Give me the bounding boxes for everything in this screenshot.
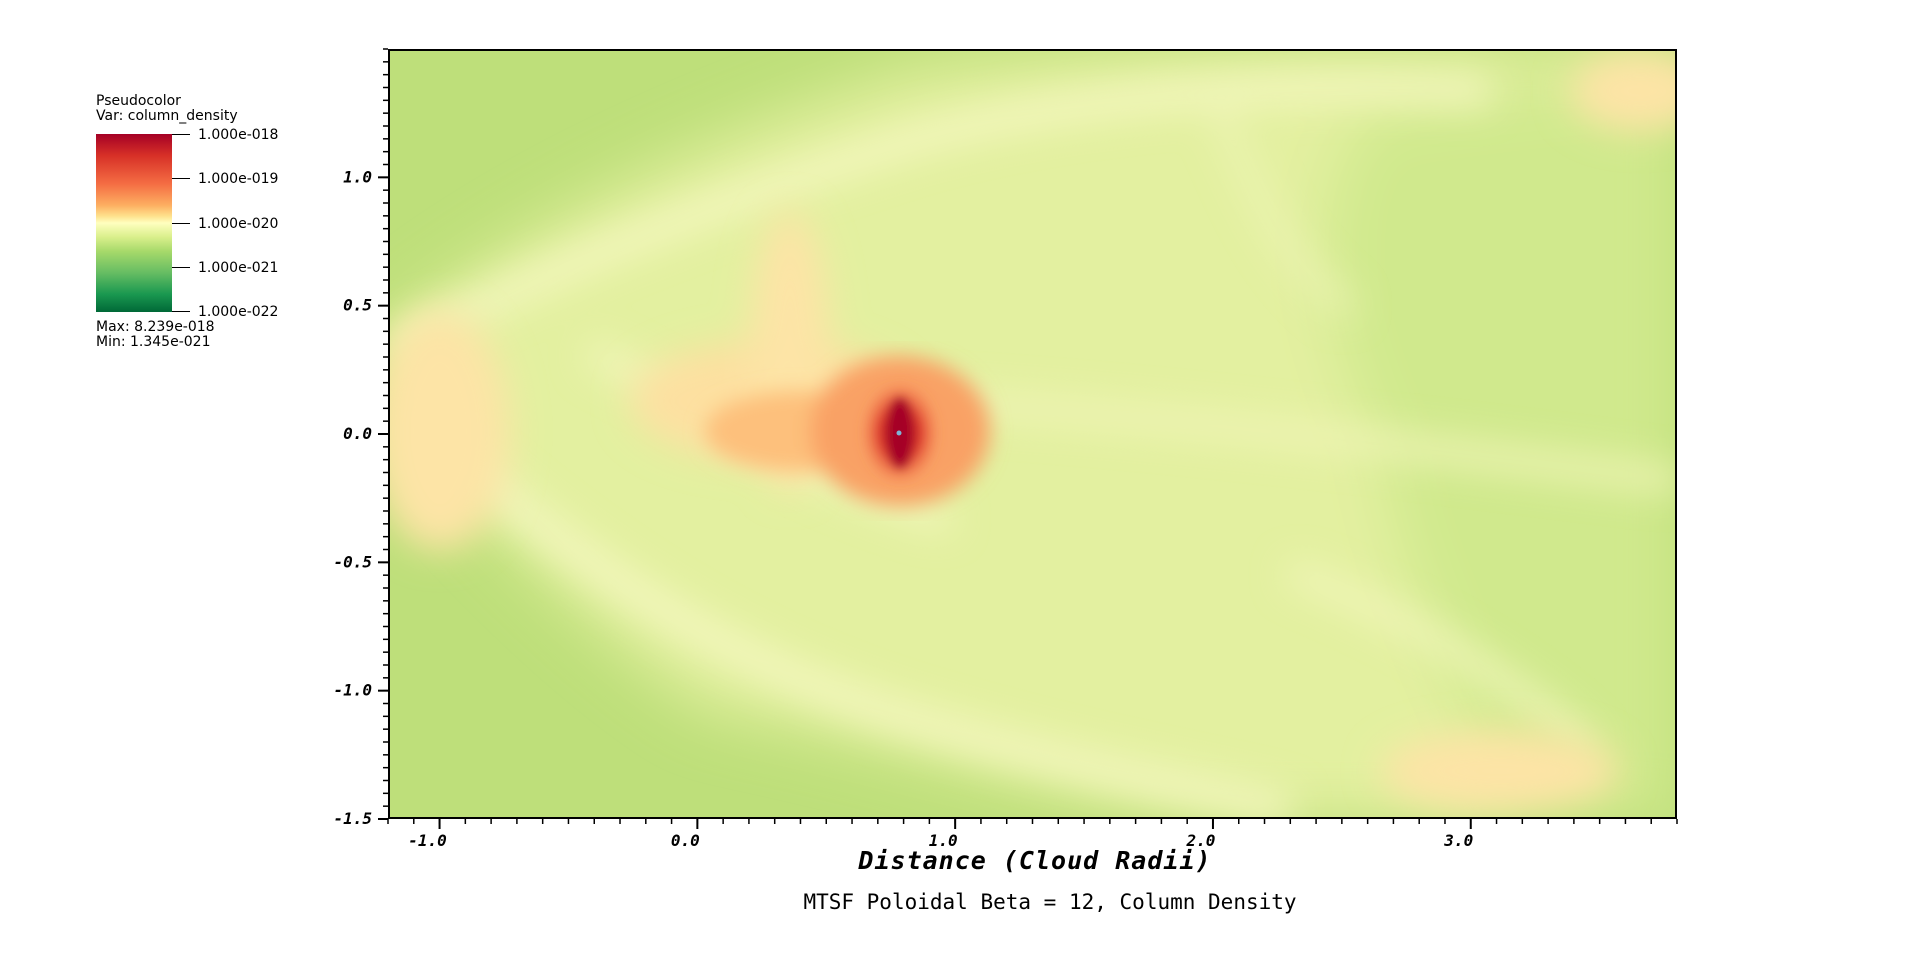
density-field bbox=[390, 51, 1675, 817]
y-tick-label: -1.0 bbox=[333, 681, 372, 700]
y-tick-label: 1.0 bbox=[343, 167, 372, 186]
legend-tick-label: 1.000e-022 bbox=[198, 304, 279, 320]
legend-tick-label: 1.000e-018 bbox=[198, 127, 279, 143]
legend-tick-label: 1.000e-019 bbox=[198, 171, 279, 187]
legend-tick-mark bbox=[172, 134, 190, 135]
sink-particle bbox=[896, 430, 902, 436]
legend-variable: Var: column_density bbox=[96, 108, 238, 124]
legend-tick-label: 1.000e-020 bbox=[198, 216, 279, 232]
y-major-ticks: 1.0 0.5 0.0 -0.5 -1.0 -1.5 bbox=[333, 167, 388, 828]
legend-tick-mark bbox=[172, 267, 190, 268]
colorbar-legend: Pseudocolor Var: column_density 1.000e-0… bbox=[96, 94, 336, 364]
x-tick-label: 3.0 bbox=[1443, 831, 1473, 850]
legend-tick-mark bbox=[172, 178, 190, 179]
x-axis-label: Distance (Cloud Radii) bbox=[858, 846, 1212, 875]
chart-title: MTSF Poloidal Beta = 12, Column Density bbox=[803, 890, 1297, 914]
legend-min: Min: 1.345e-021 bbox=[96, 334, 211, 350]
colorbar bbox=[96, 134, 172, 312]
y-tick-label: 0.0 bbox=[343, 424, 372, 443]
legend-tick-mark bbox=[172, 223, 190, 224]
x-tick-label: -1.0 bbox=[408, 831, 447, 850]
x-minor-ticks bbox=[387, 819, 1678, 824]
plot-area bbox=[388, 49, 1677, 819]
y-tick-label: 0.5 bbox=[343, 296, 372, 315]
legend-tick-mark bbox=[172, 311, 190, 312]
y-tick-label: -0.5 bbox=[333, 552, 372, 571]
y-tick-label: -1.5 bbox=[333, 809, 372, 828]
core-halo bbox=[705, 356, 990, 506]
x-tick-label: 0.0 bbox=[671, 831, 700, 850]
legend-tick-label: 1.000e-021 bbox=[198, 260, 279, 276]
legend-plot-type: Pseudocolor bbox=[96, 93, 181, 109]
legend-max: Max: 8.239e-018 bbox=[96, 319, 215, 335]
